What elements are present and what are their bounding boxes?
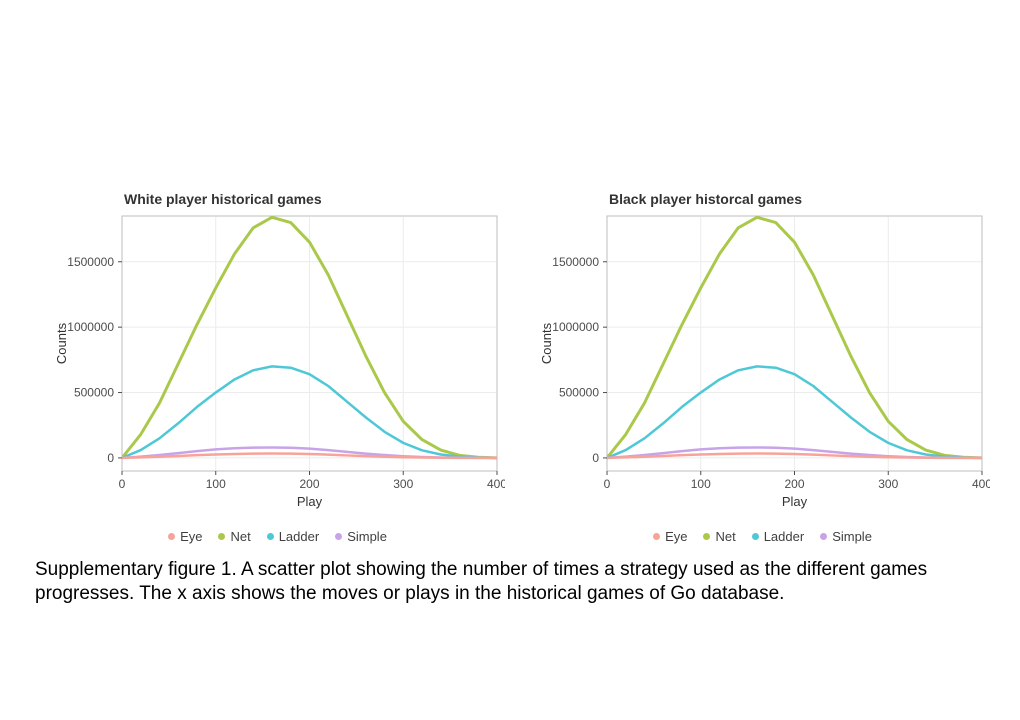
figure-caption: Supplementary figure 1. A scatter plot s…	[35, 558, 985, 606]
legend-item-ladder: Ladder	[752, 529, 804, 544]
chart-white: 0 100 200 300 400 0 500000 1000000 1500000 Play Co…	[50, 190, 505, 544]
chart-black: 0 100 200 300 400 0 500000 1000000 1500000 Play Co…	[535, 190, 990, 544]
svg-text:500000: 500000	[559, 386, 599, 400]
svg-text:400: 400	[487, 477, 505, 491]
legend: Eye Net Ladder Simple	[653, 529, 872, 544]
legend-label: Ladder	[764, 529, 804, 544]
y-axis-label: Counts	[539, 322, 554, 364]
panel-title: Black player historcal games	[609, 191, 802, 207]
panel-title: White player historical games	[124, 191, 322, 207]
legend-item-net: Net	[218, 529, 250, 544]
legend-label: Simple	[347, 529, 387, 544]
svg-text:400: 400	[972, 477, 990, 491]
legend-item-net: Net	[703, 529, 735, 544]
svg-text:1500000: 1500000	[67, 255, 114, 269]
legend-label: Net	[230, 529, 250, 544]
chart-svg-black: 0 100 200 300 400 0 500000 1000000 1500000 Play Co…	[535, 190, 990, 515]
legend-item-simple: Simple	[820, 529, 872, 544]
legend: Eye Net Ladder Simple	[168, 529, 387, 544]
svg-text:0: 0	[119, 477, 126, 491]
legend-label: Ladder	[279, 529, 319, 544]
svg-text:100: 100	[691, 477, 711, 491]
legend-swatch-icon	[168, 533, 175, 540]
svg-text:1000000: 1000000	[67, 320, 114, 334]
legend-swatch-icon	[703, 533, 710, 540]
chart-svg-white: 0 100 200 300 400 0 500000 1000000 1500000 Play Co…	[50, 190, 505, 515]
svg-text:300: 300	[393, 477, 413, 491]
legend-swatch-icon	[335, 533, 342, 540]
legend-swatch-icon	[653, 533, 660, 540]
y-axis-label: Counts	[54, 322, 69, 364]
legend-swatch-icon	[820, 533, 827, 540]
legend-label: Eye	[180, 529, 202, 544]
x-axis-label: Play	[782, 494, 808, 509]
svg-text:500000: 500000	[74, 386, 114, 400]
legend-label: Eye	[665, 529, 687, 544]
legend-item-simple: Simple	[335, 529, 387, 544]
legend-item-eye: Eye	[168, 529, 202, 544]
legend-item-eye: Eye	[653, 529, 687, 544]
legend-swatch-icon	[752, 533, 759, 540]
legend-label: Simple	[832, 529, 872, 544]
svg-text:0: 0	[107, 451, 114, 465]
svg-text:1000000: 1000000	[552, 320, 599, 334]
legend-label: Net	[715, 529, 735, 544]
svg-text:100: 100	[206, 477, 226, 491]
legend-item-ladder: Ladder	[267, 529, 319, 544]
svg-text:0: 0	[592, 451, 599, 465]
svg-text:1500000: 1500000	[552, 255, 599, 269]
legend-swatch-icon	[267, 533, 274, 540]
svg-text:0: 0	[604, 477, 611, 491]
x-axis-label: Play	[297, 494, 323, 509]
svg-text:200: 200	[784, 477, 804, 491]
page: 0 100 200 300 400 0 500000 1000000 1500000 Play Co…	[0, 0, 1020, 720]
svg-text:200: 200	[299, 477, 319, 491]
svg-text:300: 300	[878, 477, 898, 491]
charts-row: 0 100 200 300 400 0 500000 1000000 1500000 Play Co…	[50, 190, 980, 544]
legend-swatch-icon	[218, 533, 225, 540]
